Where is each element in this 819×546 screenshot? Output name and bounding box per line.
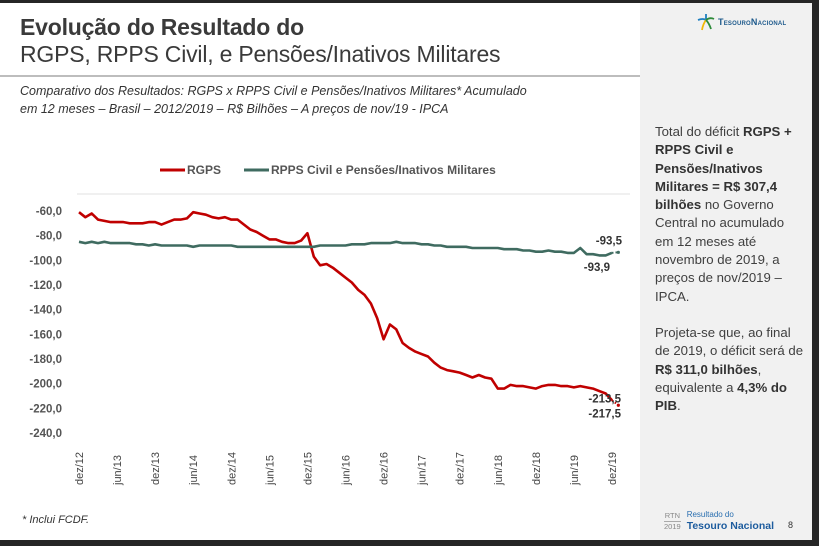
summary-text-normal: Projeta-se que, ao final de 2019, o défi… (655, 324, 804, 359)
data-label: -93,5 (596, 235, 623, 247)
x-tick-label: dez/17 (455, 452, 467, 485)
rpps-projection-point (616, 250, 620, 254)
chart-description-line-1: Comparativo dos Resultados: RGPS x RPPS … (20, 84, 527, 98)
summary-paragraph-1: Total do déficit RGPS + RPPS Civil e Pen… (655, 123, 805, 306)
summary-text: Total do déficit RGPS + RPPS Civil e Pen… (655, 123, 805, 433)
slide: Evolução do Resultado do RGPS, RPPS Civi… (0, 3, 812, 540)
x-tick-label: jun/15 (264, 455, 276, 486)
footer-title-line-2: Tesouro Nacional (686, 520, 775, 532)
logo-text: TesouroNacional (718, 17, 787, 27)
x-tick-label: dez/19 (607, 452, 619, 485)
x-tick-label: jun/14 (188, 455, 200, 486)
chart-description: Comparativo dos Resultados: RGPS x RPPS … (20, 82, 620, 118)
line-chart: RGPS RPPS Civil e Pensões/Inativos Milita… (29, 163, 630, 486)
y-tick-label: -80,0 (36, 231, 62, 243)
rtn-label: RTN (664, 510, 680, 520)
page-subtitle: RGPS, RPPS Civil, e Pensões/Inativos Mil… (20, 41, 501, 67)
rtn-year: 2019 (664, 520, 681, 531)
rgps-projection (611, 399, 619, 407)
x-tick-label: dez/12 (74, 452, 86, 485)
legend-label: RPPS Civil e Pensões/Inativos Militares (271, 163, 496, 177)
chart-legend: RGPS RPPS Civil e Pensões/Inativos Milita… (160, 163, 496, 177)
x-tick-label: dez/18 (531, 452, 543, 485)
data-label: -213,5 (588, 393, 621, 405)
summary-text-bold: R$ 311,0 bilhões (655, 361, 758, 377)
legend-label: RGPS (187, 163, 221, 177)
tesouro-logo: TesouroNacional (697, 13, 786, 31)
x-tick-label: dez/13 (150, 452, 162, 485)
x-tick-label: jun/17 (417, 455, 429, 486)
footnote: * Inclui FCDF. (22, 514, 90, 526)
rgps-line (78, 210, 613, 402)
summary-text-bold: 4,3% do PIB (655, 379, 787, 414)
chart-series (78, 210, 620, 407)
x-tick-label: jun/18 (493, 455, 505, 486)
summary-text-normal: no Governo Central no acumulado em 12 me… (655, 197, 785, 304)
y-tick-label: -200,0 (29, 379, 62, 391)
x-tick-label: dez/16 (379, 452, 391, 485)
x-tick-label: dez/15 (302, 452, 314, 485)
x-tick-label: jun/19 (569, 455, 581, 486)
y-tick-label: -240,0 (29, 428, 62, 440)
data-label: -93,9 (584, 262, 610, 274)
data-label: -217,5 (588, 408, 621, 420)
x-tick-label: dez/14 (226, 452, 238, 485)
footer-brand: RTN 2019 Resultado do Tesouro Nacional 8 (664, 510, 793, 532)
summary-text-bold: RGPS + RPPS Civil e Pensões/Inativos Mil… (655, 124, 792, 213)
chart-description-line-2: em 12 meses – Brasil – 2012/2019 – R$ Bi… (20, 102, 449, 116)
summary-text-normal: , equivalente a (655, 361, 762, 395)
y-tick-label: -140,0 (29, 305, 62, 317)
x-tick-label: jun/16 (341, 455, 353, 486)
tesouro-star-logo-icon (697, 14, 715, 31)
footer-title-line-1: Resultado do (686, 510, 734, 519)
rgps-projection-point (616, 403, 620, 407)
rpps-line (78, 240, 613, 257)
summary-text-normal: Total do déficit (655, 124, 743, 139)
y-tick-label: -160,0 (29, 329, 62, 341)
sidebar-panel (640, 3, 812, 540)
rtn-badge: RTN 2019 (664, 511, 681, 532)
footer-title: Resultado do Tesouro Nacional (687, 510, 774, 532)
title-divider (0, 75, 640, 77)
y-tick-label: -60,0 (36, 206, 62, 218)
page-title: Evolução do Resultado do (20, 14, 305, 40)
end-labels: -213,5 -217,5 -93,5 -93,9 (584, 235, 623, 420)
x-axis: dez/12 jun/13 dez/13 jun/14 dez/14 jun/15 dez/… (74, 452, 619, 486)
x-tick-label: jun/13 (112, 455, 124, 486)
page-number: 8 (788, 520, 794, 530)
y-tick-label: -120,0 (29, 280, 62, 292)
summary-paragraph-2: Projeta-se que, ao final de 2019, o défi… (655, 324, 805, 415)
y-tick-label: -100,0 (29, 255, 62, 267)
y-axis: -60,0 -80,0 -100,0 -120,0 -140,0 -160,0 -180,0… (29, 206, 62, 440)
summary-text-normal: . (676, 398, 681, 414)
y-tick-label: -220,0 (29, 403, 62, 415)
y-tick-label: -180,0 (29, 354, 62, 366)
